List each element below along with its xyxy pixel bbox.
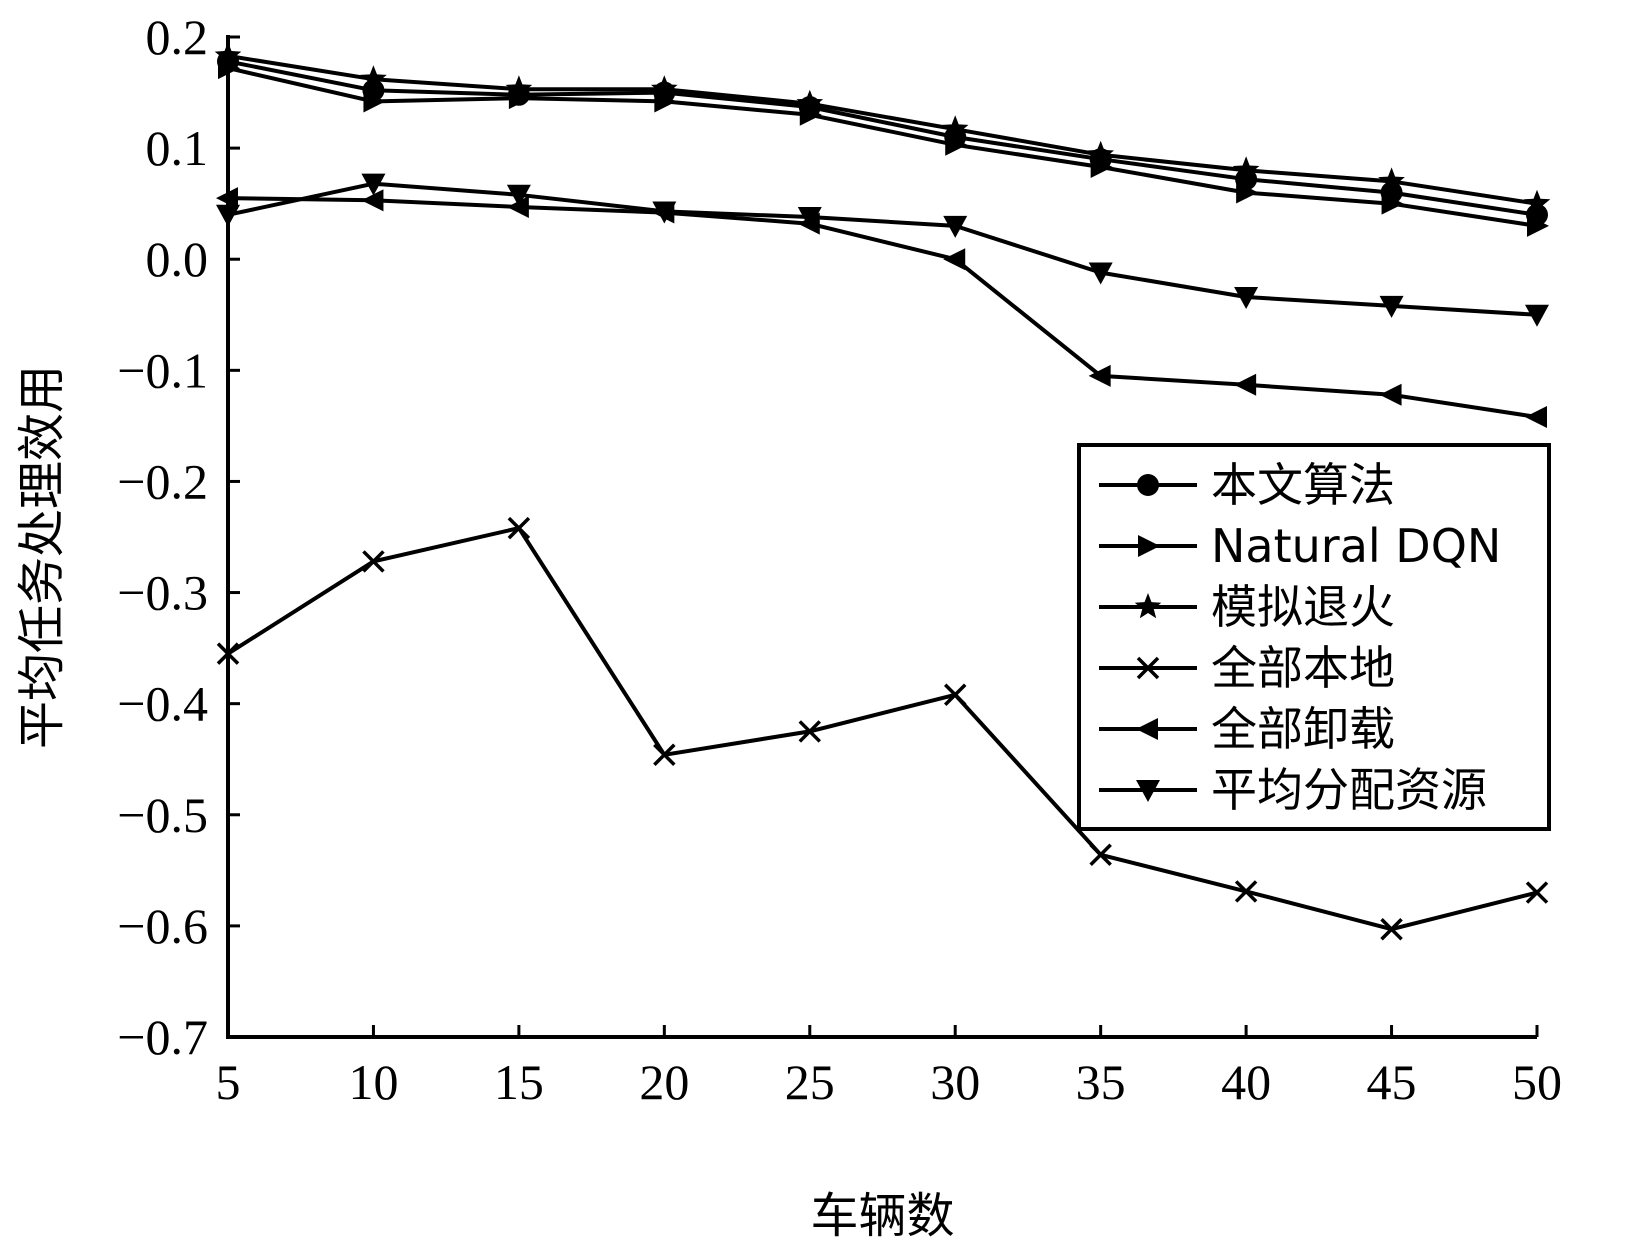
legend-box [1077,443,1551,831]
x-tick-label: 40 [1221,1054,1271,1110]
y-tick-label: 0.2 [146,9,209,65]
legend-item: 全部卸载 [1099,702,1395,756]
legend-label: Natural DQN [1211,519,1501,573]
x-tick-label: 20 [639,1054,689,1110]
x-tick-label: 10 [348,1054,398,1110]
series-line [227,181,1538,317]
series-line [227,66,1538,228]
series-4 [216,516,1549,941]
data-point [361,189,384,212]
data-point [798,720,822,743]
data-point [1381,192,1404,215]
data-point [1234,287,1259,309]
data-point [1380,917,1403,941]
data-point [361,173,386,196]
legend-marker [1137,474,1159,496]
legend-marker [1134,593,1162,619]
data-point [797,207,822,229]
series-6 [216,173,1549,327]
series-line [227,196,1538,419]
data-point [945,133,968,156]
data-point [214,41,242,68]
data-point [1525,406,1547,428]
legend-label: 全部本地 [1211,641,1395,695]
data-point [941,115,969,141]
data-point [1088,262,1113,285]
legend-item: 全部本地 [1099,641,1395,695]
axes: 0.2 0.1 0.0 −0.1 −0.2 −0.3 −0.4 −0.5 −0.6 −0.75 10… [117,9,1562,1110]
data-point [506,184,531,207]
data-point [216,204,240,227]
x-tick-label: 25 [785,1054,835,1110]
data-point [1379,383,1402,406]
legend-marker [1136,656,1160,680]
x-tick-label: 50 [1512,1054,1562,1110]
data-point [1236,181,1259,204]
series-line [226,526,1538,932]
y-tick-label: −0.5 [117,787,208,843]
legend-item: 本文算法 [1099,458,1395,512]
data-point [1525,881,1549,904]
data-point [1379,295,1404,318]
x-tick-label: 15 [494,1054,544,1110]
y-tick-label: 0.0 [146,231,209,287]
y-tick-label: −0.4 [117,676,208,732]
y-axis-title: 平均任务处理效用 [14,365,70,749]
data-point [1527,214,1549,237]
legend-item: 模拟退火 [1099,580,1395,634]
x-tick-label: 5 [216,1054,241,1110]
series-5 [216,187,1547,428]
data-point [1087,140,1114,167]
x-tick-label: 35 [1076,1054,1126,1110]
legend-label: 全部卸载 [1211,702,1395,756]
data-point [652,201,677,224]
data-point [651,75,678,101]
y-tick-label: −0.3 [117,565,208,621]
data-point [1234,880,1258,903]
legend-item: 平均分配资源 [1099,763,1487,817]
data-point [1088,364,1111,387]
data-point [943,215,968,238]
series-line [227,53,1538,206]
x-tick-label: 30 [930,1054,980,1110]
series-layer [214,41,1551,941]
data-point [505,75,533,101]
legend-label: 平均分配资源 [1211,763,1487,817]
data-point [1523,189,1551,215]
y-tick-label: −0.1 [117,342,208,398]
data-point [363,90,386,113]
y-tick-label: −0.7 [117,1009,208,1065]
x-tick-label: 45 [1367,1054,1417,1110]
data-point [360,65,387,91]
data-point [653,743,676,767]
data-point [1232,156,1260,182]
series-line [227,59,1538,217]
y-tick-label: 0.1 [146,120,209,176]
data-point [796,89,824,115]
legend-marker [1136,718,1158,740]
data-point [506,196,529,218]
series-3 [214,41,1551,215]
data-point [1525,304,1549,327]
legend-label: 模拟退火 [1211,580,1395,634]
data-point [943,248,966,271]
y-tick-label: −0.2 [117,453,208,509]
data-point [216,187,238,210]
data-point [1378,167,1405,193]
data-point [943,683,967,707]
data-point [216,642,240,665]
legend-marker [1138,535,1160,557]
data-point [1234,373,1257,396]
legend-item: Natural DQN [1099,519,1501,573]
legend-label: 本文算法 [1211,458,1395,512]
data-point [507,516,531,540]
data-point [1089,843,1112,867]
y-tick-label: −0.6 [117,898,208,954]
x-axis-title: 车辆数 [810,1188,954,1244]
data-point [362,550,385,573]
legend-marker [1136,780,1160,802]
